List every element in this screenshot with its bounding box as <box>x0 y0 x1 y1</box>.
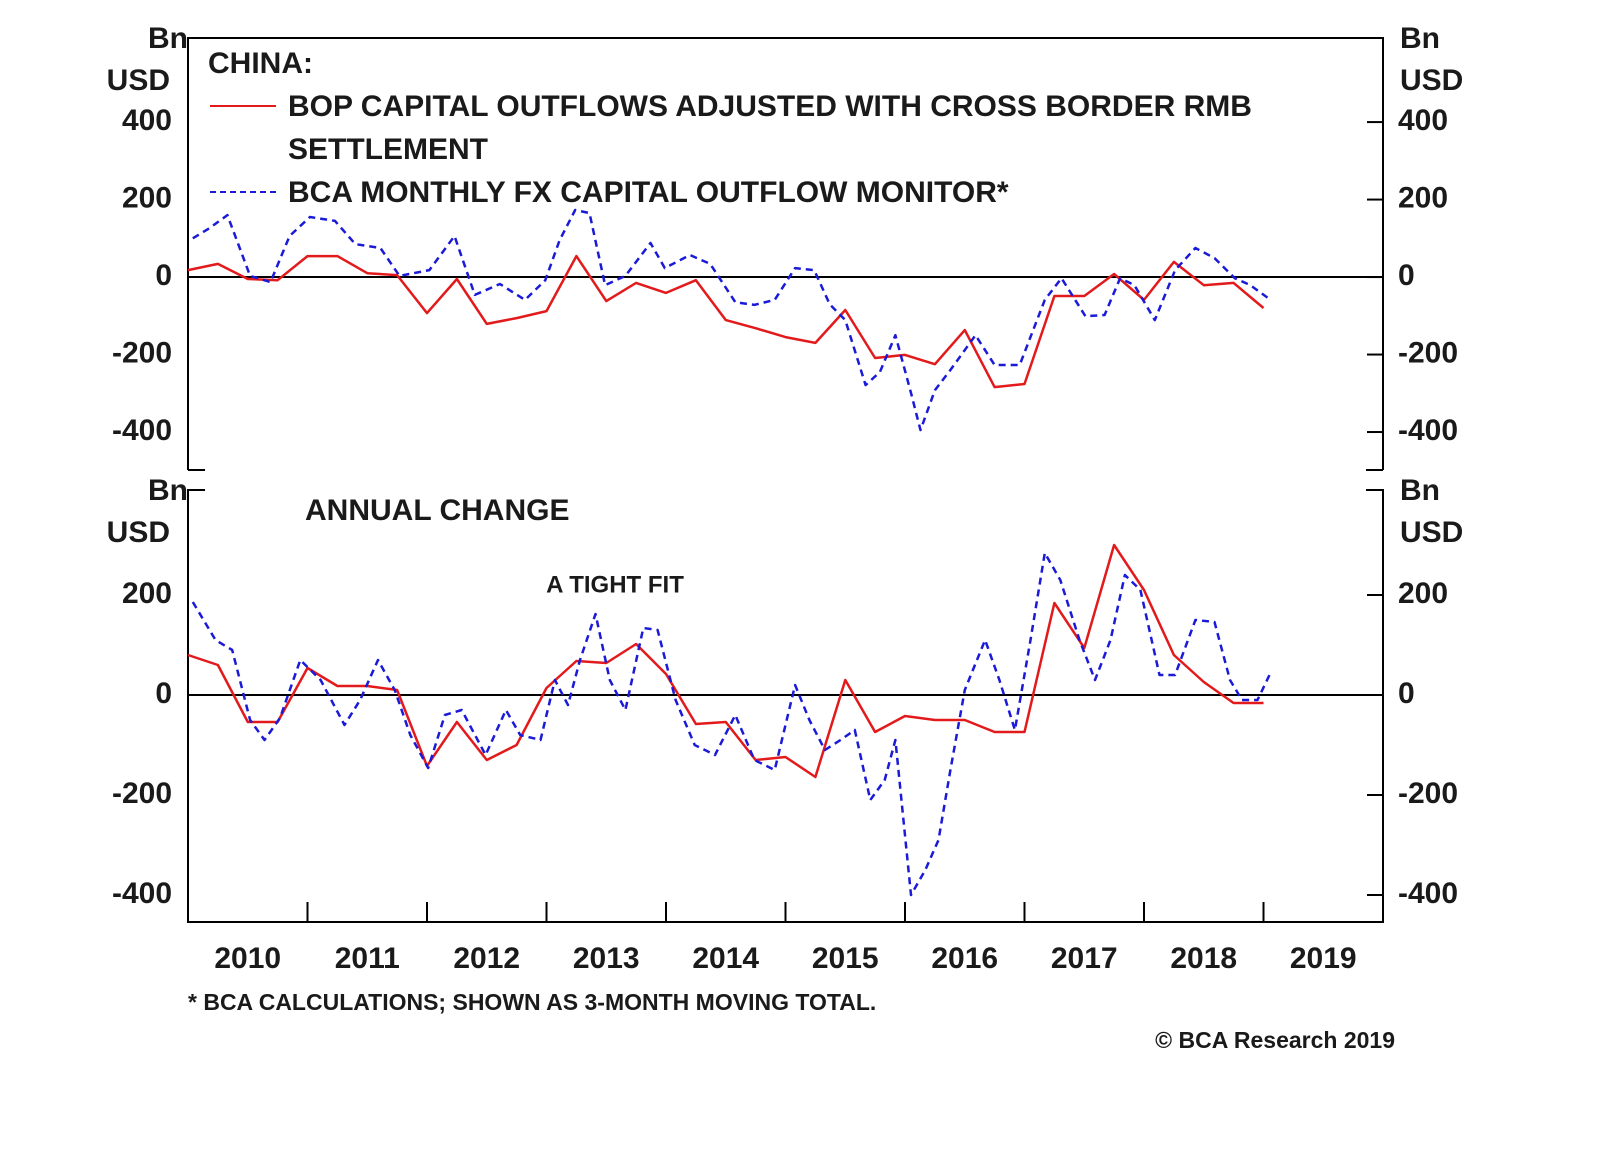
y2-tick-label: 0 <box>1398 259 1415 292</box>
y-axis-label: Bn <box>148 474 188 507</box>
series-line <box>192 208 1271 432</box>
legend-label: BCA MONTHLY FX CAPITAL OUTFLOW MONITOR* <box>288 176 1009 209</box>
y-tick-label: 0 <box>155 259 172 292</box>
legend-entry: BCA MONTHLY FX CAPITAL OUTFLOW MONITOR* <box>208 171 1288 214</box>
y2-tick-label: 400 <box>1398 104 1448 137</box>
series-line <box>191 551 1271 897</box>
y2-tick-label: -400 <box>1398 414 1458 447</box>
y2-axis-label: Bn <box>1400 474 1440 507</box>
series-line <box>187 254 1265 389</box>
annotation: A TIGHT FIT <box>546 571 684 598</box>
footnote: * BCA CALCULATIONS; SHOWN AS 3-MONTH MOV… <box>188 989 876 1015</box>
y2-tick-label: 200 <box>1398 577 1448 610</box>
y-tick-label: -200 <box>112 336 172 369</box>
y-tick-label: 200 <box>122 181 172 214</box>
y-axis-label: USD <box>107 516 170 549</box>
top-frame <box>187 37 1384 471</box>
x-tick-label: 2013 <box>573 942 640 975</box>
x-tick-label: 2019 <box>1290 942 1357 975</box>
y2-tick-label: 0 <box>1398 677 1415 710</box>
y2-axis-label: USD <box>1400 64 1463 97</box>
credit: © BCA Research 2019 <box>1155 1027 1395 1053</box>
y2-tick-label: -400 <box>1398 877 1458 910</box>
panel-title: ANNUAL CHANGE <box>305 494 569 527</box>
legend-label: BOP CAPITAL OUTFLOWS ADJUSTED WITH CROSS… <box>288 90 1252 166</box>
legend: CHINA: BOP CAPITAL OUTFLOWS ADJUSTED WIT… <box>208 42 1288 214</box>
x-tick-label: 2010 <box>214 942 281 975</box>
x-tick-label: 2011 <box>335 942 400 975</box>
x-tick-label: 2014 <box>692 942 759 975</box>
x-tick-label: 2016 <box>931 942 998 975</box>
y-tick-label: -200 <box>112 777 172 810</box>
legend-swatch <box>210 191 276 193</box>
y2-axis-label: Bn <box>1400 22 1440 55</box>
y2-tick-label: -200 <box>1398 777 1458 810</box>
series-line <box>187 543 1264 779</box>
x-tick-label: 2015 <box>812 942 879 975</box>
y-tick-label: 400 <box>122 104 172 137</box>
y-axis-label: Bn <box>148 22 188 55</box>
x-tick-label: 2012 <box>453 942 520 975</box>
legend-swatch <box>210 105 276 107</box>
x-tick-label: 2017 <box>1051 942 1118 975</box>
y-tick-label: 0 <box>155 677 172 710</box>
legend-entry: BOP CAPITAL OUTFLOWS ADJUSTED WITH CROSS… <box>208 85 1288 171</box>
y2-axis-label: USD <box>1400 516 1463 549</box>
y2-tick-label: -200 <box>1398 336 1458 369</box>
bottom-frame <box>187 489 1384 923</box>
y-tick-label: -400 <box>112 414 172 447</box>
y-tick-label: 200 <box>122 577 172 610</box>
legend-title: CHINA: <box>208 47 313 80</box>
y-axis-label: USD <box>107 64 170 97</box>
y2-tick-label: 200 <box>1398 181 1448 214</box>
x-tick-label: 2018 <box>1170 942 1237 975</box>
y-tick-label: -400 <box>112 877 172 910</box>
